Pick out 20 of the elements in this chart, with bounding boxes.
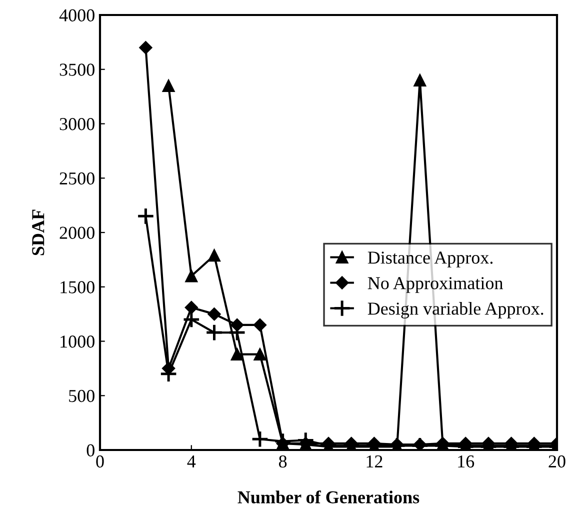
y-tick-label: 3500 <box>60 64 94 76</box>
y-tick-label: 1000 <box>60 336 94 348</box>
x-tick-label: 12 <box>366 455 382 468</box>
y-tick-label: 2000 <box>60 226 94 239</box>
x-tick-label: 20 <box>548 455 566 468</box>
x-tick-label: 8 <box>278 455 287 468</box>
y-tick-label: 1500 <box>60 281 94 294</box>
x-tick-label: 0 <box>96 455 104 468</box>
x-axis-title: Number of Generations <box>238 490 420 504</box>
legend-label: No Approximation <box>368 277 503 293</box>
legend-label: Distance Approx. <box>368 252 493 268</box>
y-axis-title: SDAF <box>32 210 44 256</box>
y-tick-label: 4000 <box>59 9 94 22</box>
x-tick-label: 4 <box>187 456 196 468</box>
y-tick-label: 0 <box>86 444 94 456</box>
y-tick-label: 2500 <box>60 172 94 185</box>
x-tick-label: 16 <box>458 455 474 468</box>
y-tick-label: 3000 <box>60 118 94 130</box>
legend-label: Design variable Approx. <box>368 302 544 318</box>
y-tick-label: 500 <box>69 390 94 402</box>
